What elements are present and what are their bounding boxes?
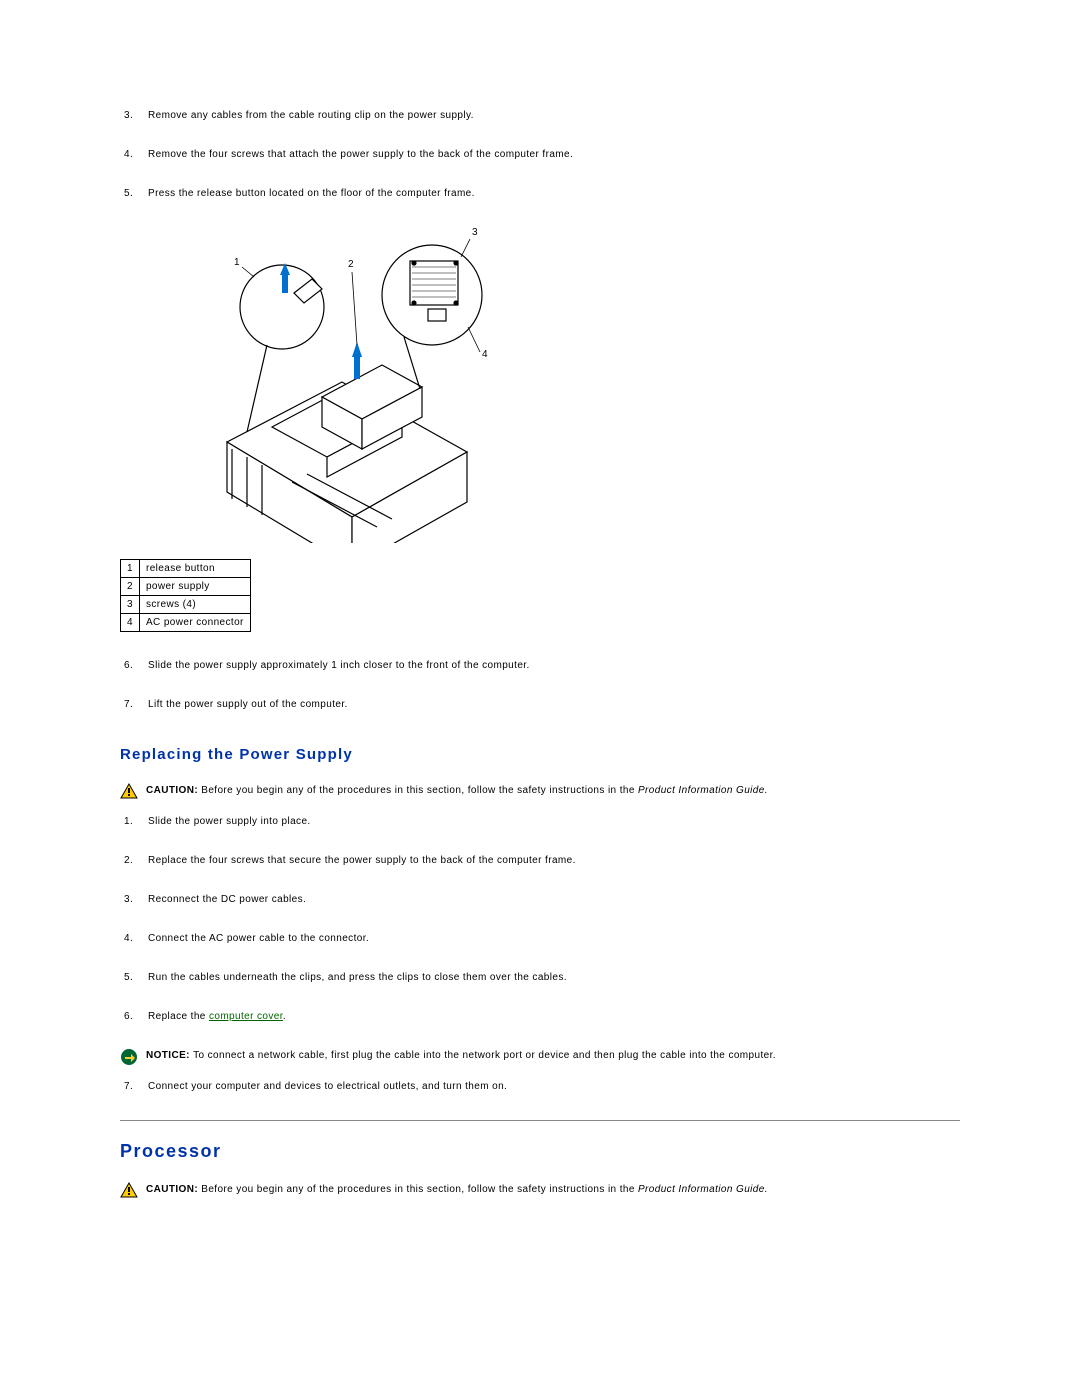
step-number: 3. — [124, 110, 133, 121]
caution-text: Before you begin any of the procedures i… — [201, 1184, 638, 1195]
legend-number: 1 — [121, 560, 140, 578]
list-item: 6. Slide the power supply approximately … — [146, 660, 960, 671]
replace-steps-list: 1. Slide the power supply into place. 2.… — [120, 816, 960, 1022]
power-supply-diagram: 1 2 3 4 — [172, 227, 492, 543]
list-item: 3. Remove any cables from the cable rout… — [146, 110, 960, 121]
step-text: Run the cables underneath the clips, and… — [148, 972, 567, 983]
step-number: 7. — [124, 1081, 133, 1092]
diagram-container: 1 2 3 4 — [172, 227, 960, 543]
step-text: Slide the power supply into place. — [148, 816, 311, 827]
list-item: 4. Remove the four screws that attach th… — [146, 149, 960, 160]
step-text: Reconnect the DC power cables. — [148, 894, 306, 905]
step-text: Remove the four screws that attach the p… — [148, 149, 573, 160]
diagram-callout-4: 4 — [482, 349, 488, 360]
diagram-callout-1: 1 — [234, 257, 240, 268]
step-text: Connect the AC power cable to the connec… — [148, 933, 369, 944]
final-steps-list: 7. Connect your computer and devices to … — [120, 1081, 960, 1092]
list-item: 4. Connect the AC power cable to the con… — [146, 933, 960, 944]
legend-number: 3 — [121, 596, 140, 614]
caution-icon — [120, 783, 138, 801]
list-item: 7. Lift the power supply out of the comp… — [146, 699, 960, 710]
notice-label: NOTICE: — [146, 1050, 193, 1061]
document-page: 3. Remove any cables from the cable rout… — [0, 0, 1080, 1275]
step-text: Lift the power supply out of the compute… — [148, 699, 348, 710]
step-number: 4. — [124, 933, 133, 944]
caution-text: Before you begin any of the procedures i… — [201, 785, 638, 796]
step-prefix: Replace the — [148, 1011, 209, 1022]
list-item: 3. Reconnect the DC power cables. — [146, 894, 960, 905]
list-item: 5. Run the cables underneath the clips, … — [146, 972, 960, 983]
legend-label: screws (4) — [139, 596, 250, 614]
diagram-callout-3: 3 — [472, 227, 478, 238]
caution-doc: Product Information Guide. — [638, 1184, 768, 1195]
diagram-svg — [172, 227, 492, 543]
notice-alert: NOTICE: To connect a network cable, firs… — [120, 1050, 960, 1061]
legend-label: AC power connector — [139, 614, 250, 632]
step-number: 6. — [124, 660, 133, 671]
step-suffix: . — [283, 1011, 286, 1022]
computer-cover-link[interactable]: computer cover — [209, 1011, 283, 1022]
caution-alert: CAUTION: Before you begin any of the pro… — [120, 1184, 960, 1195]
section-heading-replacing: Replacing the Power Supply — [120, 746, 960, 763]
list-item: 7. Connect your computer and devices to … — [146, 1081, 960, 1092]
caution-alert: CAUTION: Before you begin any of the pro… — [120, 785, 960, 796]
list-item: 1. Slide the power supply into place. — [146, 816, 960, 827]
legend-table: 1 release button 2 power supply 3 screws… — [120, 559, 251, 632]
step-number: 4. — [124, 149, 133, 160]
notice-text: To connect a network cable, first plug t… — [193, 1050, 776, 1061]
slide-steps-list: 6. Slide the power supply approximately … — [120, 660, 960, 710]
table-row: 2 power supply — [121, 578, 251, 596]
list-item: 2. Replace the four screws that secure t… — [146, 855, 960, 866]
step-number: 7. — [124, 699, 133, 710]
legend-label: release button — [139, 560, 250, 578]
legend-number: 4 — [121, 614, 140, 632]
legend-number: 2 — [121, 578, 140, 596]
remove-steps-list: 3. Remove any cables from the cable rout… — [120, 110, 960, 199]
legend-label: power supply — [139, 578, 250, 596]
step-number: 6. — [124, 1011, 133, 1022]
step-text: Replace the four screws that secure the … — [148, 855, 576, 866]
step-text: Slide the power supply approximately 1 i… — [148, 660, 530, 671]
table-row: 1 release button — [121, 560, 251, 578]
caution-label: CAUTION: — [146, 1184, 201, 1195]
diagram-callout-2: 2 — [348, 259, 354, 270]
step-number: 5. — [124, 972, 133, 983]
step-number: 1. — [124, 816, 133, 827]
step-number: 3. — [124, 894, 133, 905]
list-item: 6. Replace the computer cover. — [146, 1011, 960, 1022]
caution-icon — [120, 1182, 138, 1200]
section-divider — [120, 1120, 960, 1121]
step-text: Connect your computer and devices to ele… — [148, 1081, 507, 1092]
step-text: Press the release button located on the … — [148, 188, 475, 199]
notice-icon — [120, 1048, 138, 1066]
step-number: 5. — [124, 188, 133, 199]
caution-label: CAUTION: — [146, 785, 201, 796]
caution-doc: Product Information Guide. — [638, 785, 768, 796]
step-number: 2. — [124, 855, 133, 866]
section-heading-processor: Processor — [120, 1141, 960, 1162]
table-row: 3 screws (4) — [121, 596, 251, 614]
table-row: 4 AC power connector — [121, 614, 251, 632]
list-item: 5. Press the release button located on t… — [146, 188, 960, 199]
step-text: Remove any cables from the cable routing… — [148, 110, 474, 121]
